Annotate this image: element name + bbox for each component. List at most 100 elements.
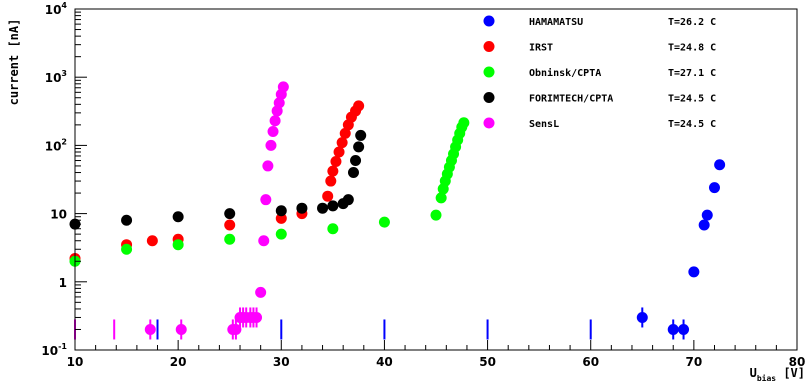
data-point — [296, 202, 308, 214]
data-point — [435, 192, 447, 204]
data-point — [353, 100, 365, 112]
data-point — [336, 137, 348, 149]
data-point — [230, 323, 242, 335]
data-point — [121, 243, 133, 255]
data-point — [667, 323, 679, 335]
legend-marker — [483, 66, 495, 78]
data-point — [678, 323, 690, 335]
legend-label: SensL — [529, 119, 559, 130]
x-tick-label: 70 — [686, 355, 703, 369]
data-point — [378, 216, 390, 228]
data-point — [258, 235, 270, 247]
y-tick-base: 10 — [45, 3, 62, 17]
data-point — [698, 219, 710, 231]
data-point — [350, 155, 362, 167]
data-point — [458, 117, 470, 129]
x-tick-label: 30 — [273, 355, 290, 369]
data-point — [175, 323, 187, 335]
y-tick-label: 104 — [45, 1, 68, 17]
legend-temperature: T=24.5 C — [668, 119, 716, 130]
legend-label: IRST — [529, 43, 553, 54]
y-tick-base: 10 — [45, 71, 62, 85]
data-point — [355, 129, 367, 141]
data-point — [275, 205, 287, 217]
y-tick-exponent: 3 — [61, 69, 67, 78]
data-point — [224, 233, 236, 245]
x-tick-label: 60 — [582, 355, 599, 369]
data-point — [269, 115, 281, 127]
data-point — [688, 266, 700, 278]
legend-temperature: T=24.8 C — [668, 43, 716, 54]
data-point — [325, 175, 337, 187]
data-point — [701, 209, 713, 221]
data-point — [327, 223, 339, 235]
data-point — [708, 182, 720, 194]
data-point — [339, 127, 351, 139]
y-tick-label: 102 — [45, 137, 67, 153]
legend-marker — [483, 15, 495, 27]
y-tick-base: 10 — [50, 208, 67, 222]
data-point — [347, 167, 359, 179]
data-point — [255, 286, 267, 298]
data-point — [330, 156, 342, 168]
data-point — [265, 139, 277, 151]
data-point — [144, 323, 156, 335]
data-point — [267, 125, 279, 137]
data-point — [317, 202, 329, 214]
x-tick-label: 80 — [789, 355, 806, 369]
data-point — [327, 200, 339, 212]
legend-marker — [483, 117, 495, 129]
data-point — [322, 190, 334, 202]
data-point — [262, 160, 274, 172]
y-tick-exponent: 4 — [61, 1, 67, 10]
data-point — [275, 212, 287, 224]
y-axis-label: current [nA] — [7, 19, 21, 106]
data-point — [172, 211, 184, 223]
x-tick-label: 20 — [170, 355, 187, 369]
legend-label: FORIMTECH/CPTA — [529, 94, 613, 105]
data-point — [636, 311, 648, 323]
x-tick-label: 50 — [479, 355, 496, 369]
legend-marker — [483, 92, 495, 103]
x-axis-label: Ubias [V] — [750, 366, 805, 383]
y-tick-label: 10 — [50, 208, 67, 222]
y-tick-base: 10 — [45, 139, 62, 153]
x-axis-label-sub: bias — [757, 373, 776, 383]
data-point — [121, 214, 133, 226]
legend-temperature: T=26.2 C — [668, 17, 716, 28]
x-axis-label-main: U — [750, 366, 757, 380]
plot-frame — [74, 8, 798, 351]
y-tick-base: 1 — [59, 276, 67, 290]
data-point — [146, 235, 158, 247]
y-tick-label: 10-1 — [41, 342, 67, 358]
data-point — [224, 219, 236, 231]
data-point — [277, 81, 289, 93]
x-tick-label: 10 — [67, 355, 84, 369]
x-tick-label: 40 — [376, 355, 393, 369]
legend-temperature: T=24.5 C — [668, 94, 716, 105]
data-point — [275, 228, 287, 240]
y-tick-label: 1 — [59, 276, 67, 290]
data-point — [430, 209, 442, 221]
data-point — [224, 208, 236, 220]
data-point — [714, 159, 726, 171]
legend-marker — [483, 41, 495, 52]
data-point — [327, 165, 339, 177]
data-point — [251, 311, 263, 323]
data-point — [342, 194, 354, 206]
y-tick-exponent: -1 — [58, 342, 67, 351]
data-point — [273, 97, 285, 109]
legend: HAMAMATSU T=26.2 C IRST T=24.8 C Obninsk/CPT… — [483, 15, 716, 130]
y-tick-label: 103 — [45, 69, 67, 85]
data-point — [333, 146, 345, 158]
data-point — [353, 141, 365, 153]
legend-temperature: T=27.1 C — [668, 68, 716, 79]
data-point — [172, 239, 184, 251]
y-tick-exponent: 2 — [61, 137, 67, 146]
legend-label: HAMAMATSU — [529, 17, 583, 28]
x-axis-label-unit: [V] — [776, 366, 805, 380]
data-point — [260, 194, 272, 206]
legend-label: Obninsk/CPTA — [529, 67, 601, 79]
